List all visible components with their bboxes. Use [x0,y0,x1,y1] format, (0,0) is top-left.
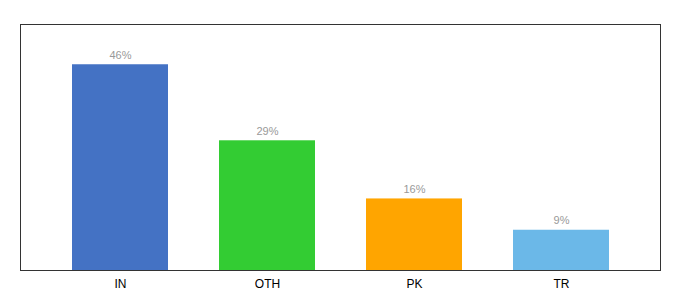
svg-text:OTH: OTH [255,277,280,291]
svg-text:46%: 46% [109,49,131,61]
svg-text:IN: IN [115,277,127,291]
svg-text:TR: TR [554,277,570,291]
svg-text:29%: 29% [256,125,278,137]
svg-text:9%: 9% [554,214,570,226]
svg-text:16%: 16% [403,183,425,195]
svg-text:PK: PK [406,277,422,291]
